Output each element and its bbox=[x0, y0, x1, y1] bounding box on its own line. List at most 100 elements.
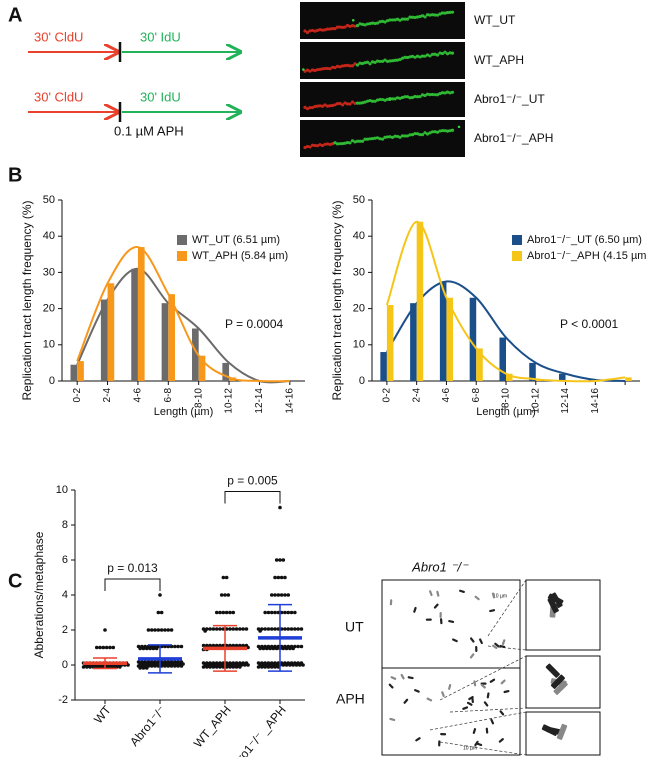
fiber-dot bbox=[358, 22, 362, 26]
fiber-dot bbox=[363, 100, 367, 104]
bar bbox=[386, 304, 394, 381]
x-tick-label: 10-12 bbox=[530, 388, 541, 414]
legend-swatch bbox=[177, 235, 187, 245]
fit-curve bbox=[76, 246, 290, 383]
fiber-dot bbox=[375, 98, 380, 102]
x-tick-label: 0-2 bbox=[382, 388, 393, 403]
fiber-dot bbox=[305, 144, 310, 149]
y-axis-title: Replication tract length frequency (%) bbox=[330, 200, 344, 400]
fiber-dot bbox=[435, 13, 440, 17]
fiber-dot bbox=[443, 129, 447, 133]
bar bbox=[107, 283, 115, 381]
dot bbox=[238, 627, 242, 631]
fiber-dot bbox=[440, 91, 445, 95]
dot bbox=[228, 665, 232, 669]
legend-label: Abro1⁻/⁻_UT (6.50 µm) bbox=[527, 234, 642, 246]
fiber-dot bbox=[380, 19, 385, 23]
chromosome bbox=[479, 638, 483, 645]
chromosome bbox=[400, 673, 405, 680]
fiber-dot bbox=[368, 22, 372, 26]
dot bbox=[234, 627, 239, 631]
fiber-dot bbox=[383, 58, 387, 62]
dot bbox=[153, 664, 157, 668]
dot bbox=[101, 645, 106, 650]
y-tick-label: 10 bbox=[56, 484, 68, 496]
bar bbox=[161, 303, 169, 381]
dot bbox=[256, 665, 261, 669]
dot bbox=[223, 593, 227, 597]
dot bbox=[205, 665, 209, 669]
fiber-dot bbox=[405, 95, 410, 99]
dot bbox=[299, 627, 304, 631]
fiber-dot bbox=[373, 99, 377, 103]
chromosome bbox=[448, 683, 452, 690]
chromosome bbox=[545, 663, 560, 678]
dot bbox=[151, 646, 156, 651]
dot bbox=[94, 645, 99, 650]
fiber-dot bbox=[373, 136, 377, 140]
fiber-dot bbox=[415, 15, 420, 19]
fiber-dot bbox=[420, 133, 425, 137]
fiber-dot bbox=[335, 64, 340, 68]
panel-label: C bbox=[8, 570, 22, 592]
fiber-dot bbox=[445, 90, 450, 94]
fiber-dot bbox=[428, 13, 432, 17]
fiber-dot bbox=[323, 142, 327, 146]
fiber-dot bbox=[343, 101, 347, 105]
fiber-dot bbox=[423, 54, 427, 58]
x-tick-label: 4-6 bbox=[133, 388, 144, 403]
dot bbox=[276, 593, 281, 597]
fiber-dot bbox=[403, 55, 407, 59]
image-label: Abro1⁻/⁻_APH bbox=[474, 131, 553, 145]
dot bbox=[288, 646, 292, 651]
chromosome bbox=[483, 701, 489, 707]
fiber-dot bbox=[323, 28, 327, 32]
dot bbox=[293, 627, 297, 631]
fiber-dot bbox=[443, 50, 447, 54]
legend-swatch bbox=[512, 251, 522, 261]
chromosome bbox=[553, 680, 568, 695]
dot bbox=[231, 610, 236, 615]
chromosome bbox=[468, 695, 474, 701]
chromosome bbox=[472, 728, 477, 734]
x-tick-label: WT_APH bbox=[191, 703, 234, 750]
dot bbox=[279, 575, 284, 580]
dot bbox=[226, 593, 231, 597]
chromosome bbox=[469, 637, 475, 643]
fiber-dot bbox=[400, 134, 405, 138]
dot bbox=[286, 610, 291, 615]
chromosome bbox=[498, 738, 504, 743]
dot bbox=[241, 627, 245, 631]
dot bbox=[221, 575, 226, 580]
x-tick-label: 12-14 bbox=[560, 388, 571, 414]
y-tick-label: 20 bbox=[353, 303, 365, 315]
chromosome bbox=[542, 724, 558, 736]
legend-label: Abro1⁻/⁻_APH (4.15 µm) bbox=[527, 250, 646, 262]
dot bbox=[166, 664, 171, 668]
dot bbox=[156, 628, 161, 632]
fiber-dot bbox=[378, 59, 382, 64]
fiber-dot bbox=[413, 132, 417, 136]
chromosome bbox=[503, 689, 510, 694]
fiber-dot bbox=[313, 104, 317, 109]
dot bbox=[149, 664, 154, 668]
fiber-dot bbox=[355, 63, 360, 67]
x-tick-label: 14-16 bbox=[590, 388, 601, 414]
fiber-dot bbox=[328, 67, 332, 71]
dot bbox=[246, 663, 250, 667]
chromosome bbox=[425, 618, 432, 621]
fiber-dot bbox=[310, 143, 315, 147]
fiber-dot bbox=[365, 137, 370, 141]
fiber-dot bbox=[302, 68, 305, 71]
dot bbox=[244, 627, 249, 631]
fiber-dot bbox=[333, 66, 337, 70]
fiber-dot bbox=[338, 65, 342, 69]
fiber-dot bbox=[350, 100, 355, 104]
dot bbox=[218, 665, 222, 669]
dot bbox=[88, 665, 92, 669]
dot bbox=[283, 593, 287, 597]
dot bbox=[141, 646, 146, 651]
fiber-dot bbox=[418, 94, 422, 99]
fiber-dot bbox=[353, 24, 357, 28]
legend-swatch bbox=[512, 235, 522, 245]
